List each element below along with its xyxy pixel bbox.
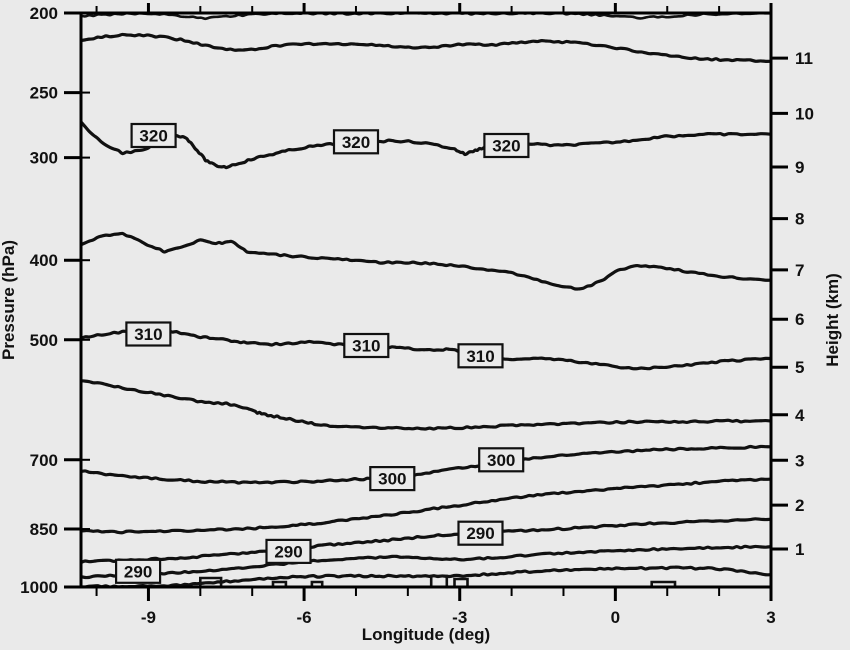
contour-label-text: 310 [134, 325, 162, 344]
x-axis-title: Longitude (deg) [362, 625, 490, 644]
terrain-step [271, 580, 288, 587]
y-tick-label-height: 7 [795, 261, 804, 280]
y-tick-label-pressure: 250 [30, 84, 58, 103]
contour-label-box [457, 343, 504, 369]
contour-label: 290 [457, 520, 504, 546]
contour-label: 320 [130, 122, 177, 149]
x-tick-label: -9 [141, 608, 156, 627]
contour-labels-group: 320 320 320 310 310 310 300 300 290 290 290 [114, 122, 530, 584]
contour-label-text: 300 [487, 451, 515, 470]
y-tick-label-pressure: 850 [30, 520, 58, 539]
contour-line [81, 565, 771, 587]
contour-label-text: 320 [342, 133, 370, 152]
terrain-step [650, 580, 677, 587]
plot-area-background [81, 13, 771, 587]
contour-label: 300 [478, 447, 525, 473]
contour-label-text: 300 [378, 470, 406, 489]
contour-line [81, 32, 771, 63]
y-tick-label-height: 9 [795, 158, 804, 177]
contour-label-box [483, 132, 530, 159]
contour-label: 310 [457, 343, 504, 369]
contour-label: 310 [125, 321, 172, 347]
contour-label-box [369, 466, 416, 492]
terrain-step [429, 574, 449, 587]
y-tick-label-pressure: 500 [30, 331, 58, 350]
contour-label-box [130, 122, 177, 149]
contour-label: 320 [483, 132, 530, 159]
y-tick-label-height: 11 [795, 49, 813, 68]
contour-label: 310 [343, 332, 390, 359]
contour-label-box [125, 321, 172, 347]
contour-label-text: 320 [492, 137, 520, 156]
terrain-step [453, 577, 469, 587]
y-tick-label-height: 2 [795, 496, 804, 515]
contour-line [81, 120, 771, 170]
contour-label-text: 310 [352, 337, 380, 356]
contour-label: 320 [332, 129, 380, 155]
y-tick-label-pressure: 1000 [20, 578, 58, 597]
contour-line [81, 517, 771, 565]
contour-label-box [457, 520, 504, 546]
contour-label: 290 [114, 558, 162, 584]
y-tick-label-pressure: 400 [30, 251, 58, 270]
y-tick-label-height: 8 [795, 210, 804, 229]
contour-line [81, 379, 771, 431]
x-tick-label: -6 [297, 608, 312, 627]
contour-label-box [114, 558, 162, 584]
contour-label-text: 320 [139, 127, 167, 146]
contour-label-box [332, 129, 380, 155]
contour-label-text: 290 [466, 524, 494, 543]
y-tick-label-height: 1 [795, 540, 804, 559]
y-tick-label-pressure: 300 [30, 149, 58, 168]
contour-line [81, 477, 771, 535]
contour-label-box [478, 447, 525, 473]
x-tick-label: 0 [611, 608, 620, 627]
contour-label: 290 [265, 538, 312, 565]
y-tick-label-height: 5 [795, 358, 804, 377]
contour-label-text: 290 [124, 562, 152, 581]
terrain-step [310, 580, 324, 587]
y-tick-label-height: 3 [795, 451, 804, 470]
y-tick-label-height: 4 [795, 406, 805, 425]
y-tick-label-height: 6 [795, 310, 804, 329]
contour-lines-group [81, 13, 771, 587]
contour-label-text: 310 [466, 347, 494, 366]
contour-label-box [343, 332, 390, 359]
y-tick-label-height: 10 [795, 104, 814, 123]
contour-label: 300 [369, 466, 416, 492]
terrain-steps-group [199, 574, 677, 587]
contour-line [81, 544, 771, 580]
contour-label-text: 290 [274, 542, 302, 561]
y-axis-title-pressure: Pressure (hPa) [0, 240, 18, 360]
axes-group: -9 -6 -3 0 3 200 250 300 400 500 700 850 1000 1 2 3 4 5 6 7… [20, 3, 814, 627]
contour-line [81, 231, 771, 291]
x-tick-label: -3 [452, 608, 467, 627]
x-tick-label: 3 [766, 608, 775, 627]
y-tick-label-pressure: 700 [30, 451, 58, 470]
terrain-step [199, 576, 223, 587]
contour-line [81, 444, 771, 485]
contour-label-box [265, 538, 312, 565]
y-tick-label-pressure: 200 [30, 4, 58, 23]
y-axis-title-height: Height (km) [823, 273, 842, 367]
contour-line [81, 327, 771, 371]
